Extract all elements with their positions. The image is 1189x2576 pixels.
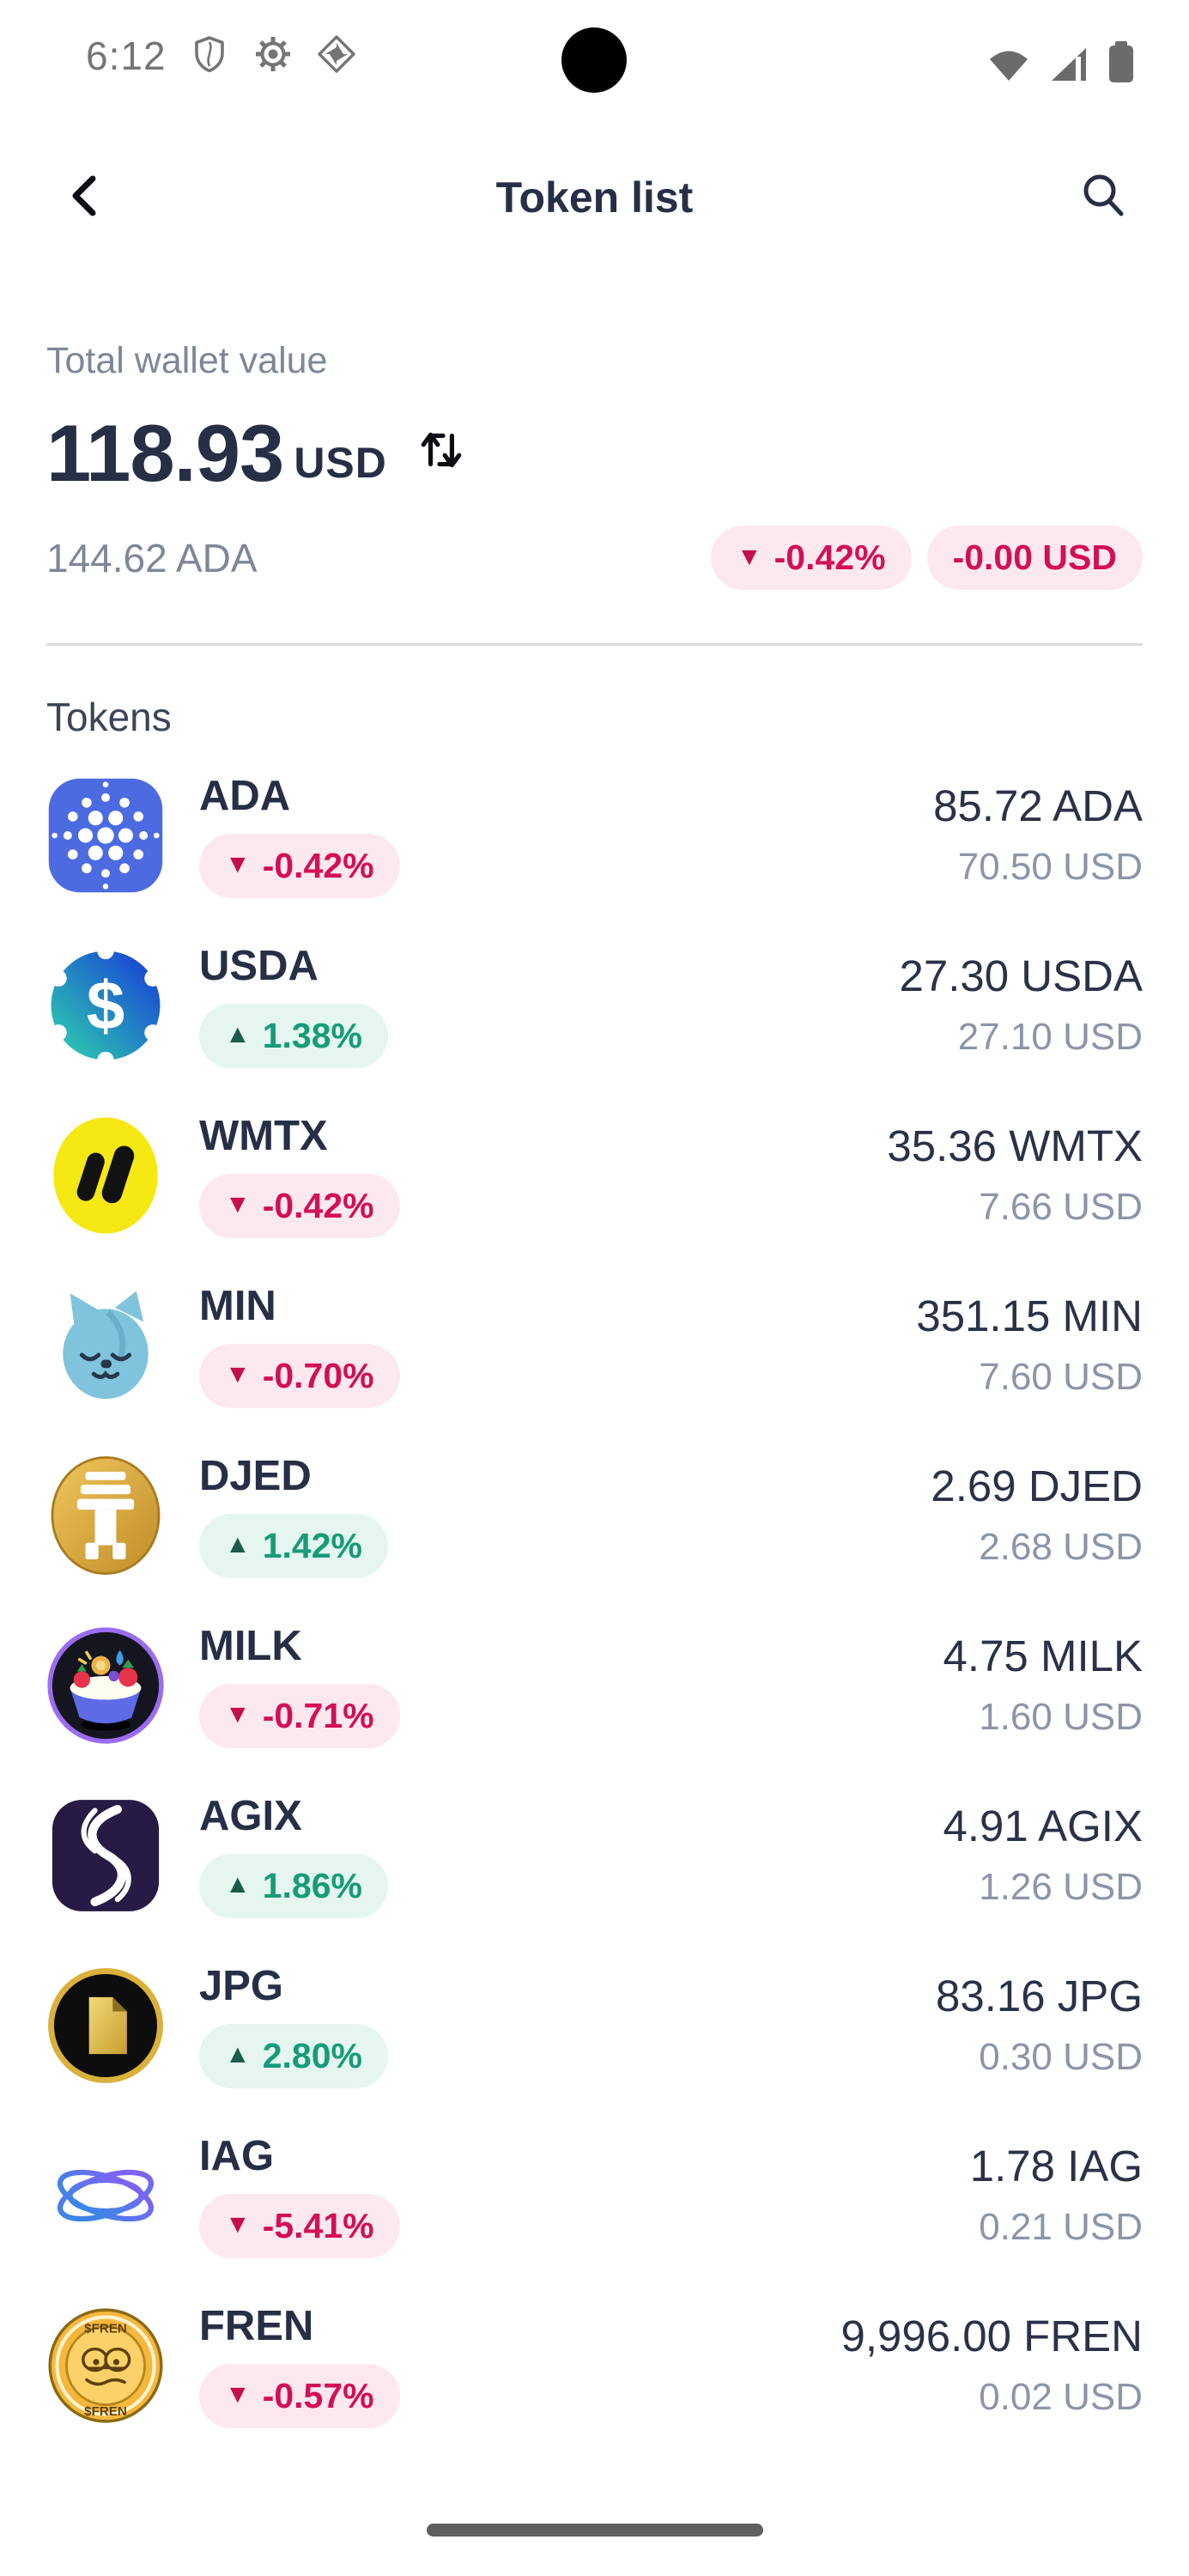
token-amount: 4.91 AGIX [943, 1801, 1144, 1851]
token-amount: 2.69 DJED [931, 1461, 1143, 1511]
token-row[interactable]: ADA ▼ -0.42% 85.72 ADA 70.50 USD [46, 750, 1143, 920]
token-row[interactable]: MILK ▼ -0.71% 4.75 MILK 1.60 USD [46, 1601, 1143, 1771]
token-amount: 9,996.00 FREN [840, 2312, 1143, 2361]
token-symbol: JPG [199, 1962, 284, 2009]
header: Token list [0, 129, 1189, 266]
wallet-amount: 118.93 [46, 408, 284, 498]
token-row[interactable]: WMTX ▼ -0.42% 35.36 WMTX 7.66 USD [46, 1091, 1143, 1261]
back-button[interactable] [55, 167, 117, 228]
tokens-section: Tokens ADA ▼ -0.42% 85.72 ADA 70.50 USD … [0, 694, 1189, 2451]
token-change-badge: ▲ 2.80% [199, 2023, 388, 2088]
token-usd-value: 0.30 USD [979, 2036, 1143, 2079]
token-change-badge: ▼ -0.42% [199, 833, 400, 898]
token-symbol: ADA [199, 772, 291, 819]
token-row[interactable]: $FREN $FREN FREN ▼ -0.57% 9,996.00 FREN 0… [46, 2281, 1143, 2451]
token-change-badge: ▼ -0.57% [199, 2363, 400, 2428]
token-amount: 85.72 ADA [933, 781, 1143, 831]
token-amount: 1.78 IAG [969, 2142, 1143, 2191]
wifi-icon [986, 45, 1031, 88]
status-bar: 6:12 [0, 0, 1189, 129]
shield-icon [189, 33, 230, 79]
svg-text:$FREN: $FREN [84, 2404, 127, 2419]
token-usd-value: 1.26 USD [979, 1866, 1143, 1909]
token-change-badge: ▼ -0.70% [199, 1343, 400, 1408]
token-usd-value: 27.10 USD [957, 1016, 1143, 1059]
battery-icon [1107, 39, 1136, 88]
home-indicator[interactable] [427, 2524, 763, 2537]
iagon-knot-icon [46, 2136, 165, 2255]
swap-currency-button[interactable] [416, 425, 466, 479]
section-divider [46, 643, 1143, 647]
token-symbol: IAG [199, 2132, 275, 2179]
token-symbol: MIN [199, 1282, 276, 1329]
token-row[interactable]: DJED ▲ 1.42% 2.69 DJED 2.68 USD [46, 1431, 1143, 1601]
usda-coin-icon: $ [46, 946, 165, 1066]
token-amount: 27.30 USDA [899, 951, 1144, 1001]
fren-coin-icon: $FREN $FREN [46, 2306, 165, 2425]
token-change-badge: ▼ -5.41% [199, 2193, 400, 2258]
triangle-down-icon: ▼ [736, 542, 762, 571]
wallet-summary: Total wallet value 118.93 USD 144.62 ADA… [0, 340, 1189, 647]
token-change-badge: ▼ -0.42% [199, 1173, 400, 1238]
search-button[interactable] [1072, 167, 1134, 228]
token-usd-value: 7.60 USD [979, 1356, 1143, 1399]
token-row[interactable]: MIN ▼ -0.70% 351.15 MIN 7.60 USD [46, 1261, 1143, 1431]
token-change-badge: ▲ 1.86% [199, 1853, 388, 1918]
singularity-icon [46, 1796, 165, 1915]
token-symbol: USDA [199, 942, 318, 989]
camera-punch-hole [561, 27, 627, 93]
wmtx-icon [46, 1116, 165, 1235]
wallet-label: Total wallet value [46, 340, 328, 381]
svg-text:$: $ [87, 968, 125, 1044]
djed-pillar-icon [46, 1456, 165, 1576]
token-row[interactable]: IAG ▼ -5.41% 1.78 IAG 0.21 USD [46, 2111, 1143, 2281]
token-change-badge: ▲ 1.42% [199, 1513, 388, 1578]
token-change-badge: ▼ -0.71% [199, 1683, 400, 1748]
token-list: ADA ▼ -0.42% 85.72 ADA 70.50 USD $ USDA … [46, 750, 1143, 2451]
token-symbol: DJED [199, 1452, 312, 1499]
search-icon [1077, 169, 1130, 227]
gear-icon [252, 33, 294, 79]
milk-bowl-icon [46, 1626, 165, 1745]
wallet-currency: USD [294, 439, 387, 488]
wallet-change-percent-badge: ▼ -0.42% [710, 526, 912, 591]
back-chevron-icon [60, 170, 112, 226]
token-amount: 35.36 WMTX [887, 1121, 1143, 1171]
token-usd-value: 2.68 USD [979, 1526, 1143, 1569]
token-row[interactable]: JPG ▲ 2.80% 83.16 JPG 0.30 USD [46, 1941, 1143, 2111]
signal-icon [1048, 45, 1089, 88]
token-amount: 4.75 MILK [943, 1631, 1143, 1681]
status-time: 6:12 [86, 33, 167, 78]
jpg-document-icon [46, 1966, 165, 2085]
token-usd-value: 1.60 USD [979, 1696, 1143, 1739]
cardano-icon [46, 776, 165, 895]
token-amount: 351.15 MIN [916, 1291, 1143, 1341]
token-usd-value: 0.21 USD [979, 2206, 1143, 2249]
page-title: Token list [495, 173, 694, 222]
token-symbol: FREN [199, 2302, 314, 2349]
token-row[interactable]: AGIX ▲ 1.86% 4.91 AGIX 1.26 USD [46, 1771, 1143, 1941]
token-amount: 83.16 JPG [936, 1971, 1143, 2021]
tokens-section-title: Tokens [46, 695, 172, 740]
minswap-cat-icon [46, 1286, 165, 1405]
pinwheel-icon [316, 33, 357, 79]
token-symbol: AGIX [199, 1792, 302, 1839]
token-usd-value: 0.02 USD [979, 2376, 1143, 2419]
token-symbol: WMTX [199, 1112, 328, 1159]
token-symbol: MILK [199, 1622, 302, 1669]
wallet-converted-value: 144.62 ADA [46, 535, 258, 580]
svg-text:$FREN: $FREN [84, 2322, 127, 2336]
token-usd-value: 7.66 USD [979, 1186, 1143, 1229]
wallet-change-usd-badge: -0.00 USD [926, 526, 1143, 591]
token-row[interactable]: $ USDA ▲ 1.38% 27.30 USDA 27.10 USD [46, 920, 1143, 1091]
swap-arrows-icon [416, 433, 466, 478]
token-change-badge: ▲ 1.38% [199, 1003, 388, 1068]
token-usd-value: 70.50 USD [957, 846, 1143, 889]
